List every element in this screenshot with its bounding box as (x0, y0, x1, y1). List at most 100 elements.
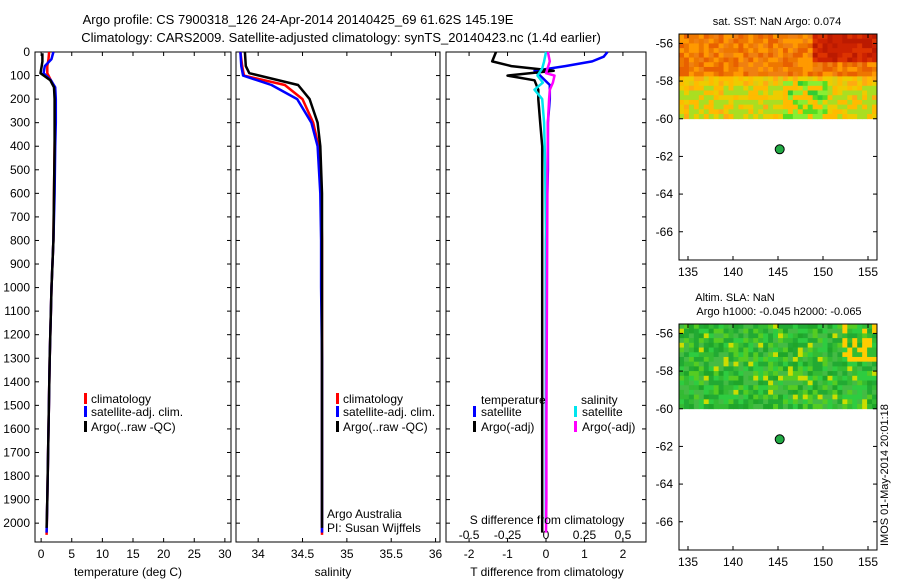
sst-cell (713, 38, 719, 44)
sst-cell (797, 71, 804, 77)
sst-cell (857, 52, 863, 58)
sst-cell (733, 76, 739, 82)
sla-cell (797, 394, 804, 400)
series-line-argo-raw-qc (243, 51, 324, 528)
sst-cell (857, 81, 863, 87)
sst-cell (698, 38, 705, 44)
sla-cell (842, 404, 848, 410)
sla-cell (872, 375, 878, 381)
difference-x-axis: -2 -1 0 1 2-0.5 -0.25 0 0.25 0.5 (459, 52, 632, 561)
sst-cell (753, 66, 759, 73)
temperature-tick-label: 30 (218, 547, 232, 561)
sst-cell (728, 52, 734, 58)
sla-cell (723, 366, 729, 372)
sla-cell (758, 352, 764, 358)
sla-cell (743, 399, 749, 405)
sla-cell (797, 366, 804, 372)
sla-cell (688, 356, 695, 363)
sst-cell (847, 95, 853, 101)
sla-cell (837, 389, 843, 396)
sla-cell (857, 352, 863, 358)
sla-cell (733, 342, 739, 348)
sla-cell (683, 352, 690, 358)
sla-cell (807, 366, 814, 372)
sst-cell (827, 66, 833, 73)
sla-cell (723, 404, 729, 410)
sla-map: Altim. SLA: NaN Argo h1000: -0.045 h2000… (656, 292, 879, 569)
sla-cell (728, 380, 734, 386)
lat-tick-label: -58 (656, 364, 674, 378)
sla-cell (842, 380, 848, 386)
sst-cell (857, 38, 863, 44)
sla-cell (683, 394, 690, 400)
sla-cell (773, 394, 779, 400)
sla-cell (708, 371, 715, 377)
sla-cell (708, 328, 715, 334)
sla-cell (768, 328, 774, 334)
sla-cell (693, 375, 700, 381)
sst-cell (753, 85, 759, 91)
sst-cell (847, 109, 853, 115)
sst-cell (733, 85, 739, 91)
legend-label-t-argo: Argo(-adj) (481, 420, 534, 434)
sst-cell (817, 114, 823, 120)
sla-cell (807, 324, 814, 330)
sst-cell (683, 104, 690, 110)
sst-cell (763, 90, 769, 96)
sst-cell (847, 38, 853, 44)
sla-cell (733, 361, 739, 367)
sla-cell (862, 380, 868, 386)
sst-cell (688, 38, 695, 44)
sst-cell (802, 34, 809, 40)
sla-cell (787, 394, 794, 400)
sla-cell (753, 342, 759, 348)
sst-cell (832, 52, 838, 58)
sla-cell (862, 361, 868, 367)
figure-title-line2: Climatology: CARS2009. Satellite-adjuste… (81, 30, 601, 45)
sst-cell (728, 38, 734, 44)
sst-cell (718, 90, 724, 96)
sla-cell (743, 371, 749, 377)
sst-map: sat. SST: NaN Argo: 0.074 -56-58-60-62-6… (656, 16, 879, 279)
sla-cell (753, 380, 759, 386)
sla-cell (693, 347, 700, 353)
sla-cell (847, 347, 853, 353)
sla-cell (683, 356, 690, 363)
sla-cell (822, 366, 828, 372)
s-difference-tick-label: 0.25 (573, 528, 597, 542)
sst-cell (842, 81, 848, 87)
sla-cell (778, 356, 784, 363)
sst-cell (787, 104, 794, 110)
sst-cell (688, 90, 695, 96)
sla-cell (822, 399, 828, 405)
sst-cell (679, 48, 685, 54)
sla-cell (703, 328, 710, 334)
sla-cell (852, 324, 858, 330)
sst-cell (837, 76, 843, 82)
sla-cell (817, 404, 823, 410)
sla-cell (683, 338, 690, 344)
sst-cell (763, 62, 769, 68)
sst-cell (842, 95, 848, 101)
sst-cell (773, 114, 779, 120)
sst-cell (738, 76, 744, 82)
sla-cell (802, 352, 809, 358)
sla-cell (782, 385, 789, 391)
sla-cell (723, 380, 729, 386)
sst-cell (787, 52, 794, 58)
sst-cell (817, 104, 823, 110)
sst-cell (703, 99, 710, 106)
sla-cell (867, 404, 873, 410)
sla-cell (837, 333, 843, 339)
sst-cell (867, 66, 873, 73)
sla-cell (728, 333, 734, 339)
sst-cell (797, 109, 804, 115)
depth-tick-label: 1600 (3, 422, 30, 436)
sla-cell (703, 371, 710, 377)
sst-cell (827, 52, 833, 58)
sla-cell (698, 366, 705, 372)
sla-cell (738, 347, 744, 353)
depth-tick-label: 800 (10, 233, 30, 247)
sla-cell (827, 324, 833, 330)
sla-cell (787, 352, 794, 358)
